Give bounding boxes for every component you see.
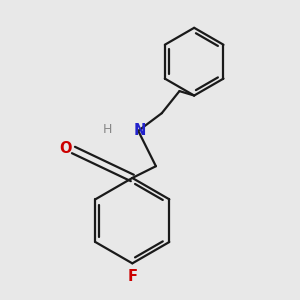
- Text: N: N: [134, 123, 146, 138]
- Text: H: H: [103, 123, 112, 136]
- Text: O: O: [59, 141, 71, 156]
- Text: F: F: [127, 269, 137, 284]
